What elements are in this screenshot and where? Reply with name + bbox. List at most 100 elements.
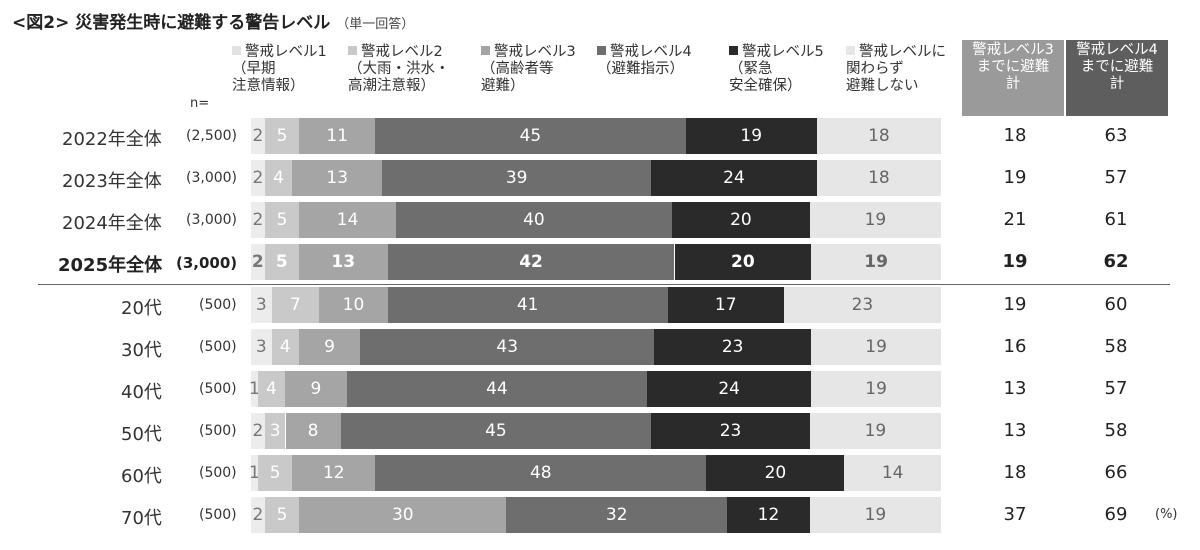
legend-item-level4: 警戒レベル4 （避難指示） [597,44,692,78]
row-sample-size: (500) [199,465,237,481]
legend-label: 警戒レベル4 （避難指示） [597,44,692,77]
bar-segment-level5: 19 [685,118,817,154]
legend-item-level6: 警戒レベルに 関わらず 避難しない [846,44,946,95]
bar-segment-level2: 5 [264,202,300,238]
row-sample-size: (2,500) [186,128,238,144]
row-label: 60代 [121,466,162,487]
row-sample-size: (3,000) [186,212,238,228]
sum-level3-value: 13 [1003,420,1027,441]
sum-level3-value: 19 [1003,167,1027,188]
legend-swatch [846,46,855,55]
bar-segment-level1: 3 [251,287,272,323]
chart-title: <図2> 災害発生時に避難する警告レベル （単一回答） [12,8,414,33]
sum-level4-value: 63 [1104,125,1128,146]
bar-segment-level3: 12 [292,455,376,491]
bar-segment-level5: 24 [651,160,817,196]
legend-label: 警戒レベル5 （緊急 安全確保） [729,44,824,94]
bar-segment-level4: 44 [346,371,648,407]
row-sample-size: (3,000) [176,254,238,272]
sum-level4-value: 58 [1104,420,1128,441]
bar-segment-level4: 43 [360,329,655,365]
bar-segment-level6: 19 [809,497,941,533]
bar-segment-level2: 4 [264,160,293,196]
bar-segment-level5: 20 [706,455,845,491]
sum-level3-value: 19 [1003,294,1027,315]
legend-swatch [481,46,490,55]
row-sample-size: (500) [199,507,237,523]
sum-level4-value: 58 [1104,336,1128,357]
bar-segment-level4: 45 [375,118,686,154]
bar-segment-level6: 19 [809,413,941,449]
row-sample-size: (500) [199,339,237,355]
bar-segment-level4: 32 [506,497,728,533]
legend-label: 警戒レベル3 （高齢者等 避難） [481,44,576,94]
sum-level4-header: 警戒レベル4 までに避難 計 [1066,40,1168,116]
bar-segment-level2: 4 [271,329,299,365]
n-label: n= [190,96,210,111]
bar-segment-level1: 2 [251,413,265,449]
bar-segment-level2: 4 [257,371,286,407]
sum-level3-header: 警戒レベル3 までに避難 計 [962,40,1064,116]
row-label: 30代 [121,340,162,361]
bar-segment-level4: 42 [387,244,675,280]
bar-segment-level1: 2 [251,118,265,154]
bar-segment-level3: 10 [319,287,388,323]
bar-segment-level3: 9 [298,329,361,365]
bar-segment-level6: 18 [816,118,941,154]
row-sample-size: (3,000) [186,170,238,186]
bar-segment-level5: 24 [647,371,812,407]
row-label: 2023年全体 [62,171,162,192]
bar-segment-level6: 19 [811,244,941,280]
row-sample-size: (500) [199,297,237,313]
bar-segment-level4: 39 [382,160,652,196]
legend-swatch [729,46,738,55]
sum-level4-value: 57 [1104,167,1128,188]
sum-level3-value: 19 [1002,251,1028,272]
row-label: 50代 [121,424,162,445]
bar-segment-level2: 5 [257,455,293,491]
row-label: 2025年全体 [58,255,163,276]
bar-segment-level6: 19 [809,202,941,238]
bar-segment-level1: 3 [251,329,272,365]
bar-segment-level3: 9 [285,371,347,407]
bar-segment-level3: 11 [299,118,376,154]
sum-level4-value: 66 [1104,462,1128,483]
bar-segment-level3: 13 [292,160,383,196]
row-label: 70代 [121,508,162,529]
row-label: 2022年全体 [62,129,162,150]
sum-level3-value: 18 [1003,462,1027,483]
bar-segment-level4: 48 [375,455,707,491]
bar-segment-level3: 14 [299,202,396,238]
bar-segment-level1: 2 [251,497,265,533]
bar-segment-level2: 5 [264,244,299,280]
row-label: 40代 [121,382,162,403]
legend-item-level1: 警戒レベル1 （早期 注意情報） [232,44,327,95]
bar-segment-level6: 18 [816,160,941,196]
sum-level3-value: 16 [1003,336,1027,357]
bar-segment-level1: 2 [251,160,265,196]
legend-item-level5: 警戒レベル5 （緊急 安全確保） [729,44,824,95]
bar-segment-level2: 5 [264,497,300,533]
sum-level3-value: 21 [1003,209,1027,230]
bar-segment-level5: 23 [651,413,810,449]
bar-segment-level5: 23 [654,329,812,365]
divider-line [38,284,1170,285]
bar-segment-level6: 19 [811,329,941,365]
bar-segment-level5: 20 [671,202,810,238]
bar-segment-level1: 1 [249,455,260,491]
unit-label: (%) [1155,507,1178,522]
legend-swatch [232,46,241,55]
bar-segment-level2: 3 [264,413,286,449]
sum-level4-value: 69 [1104,504,1128,525]
bar-segment-level3: 8 [285,413,341,449]
bar-segment-level6: 23 [783,287,941,323]
row-sample-size: (500) [199,381,237,397]
row-label: 20代 [121,298,162,319]
legend-label: 警戒レベル1 （早期 注意情報） [232,44,327,94]
chart-title-note: （単一回答） [336,17,415,32]
bar-segment-level1: 2 [251,244,265,280]
bar-segment-level3: 30 [299,497,507,533]
legend-item-level2: 警戒レベル2 （大雨・洪水・ 高潮注意報） [348,44,450,95]
chart-title-text: <図2> 災害発生時に避難する警告レベル [12,13,331,33]
sum-level4-value: 57 [1104,378,1128,399]
